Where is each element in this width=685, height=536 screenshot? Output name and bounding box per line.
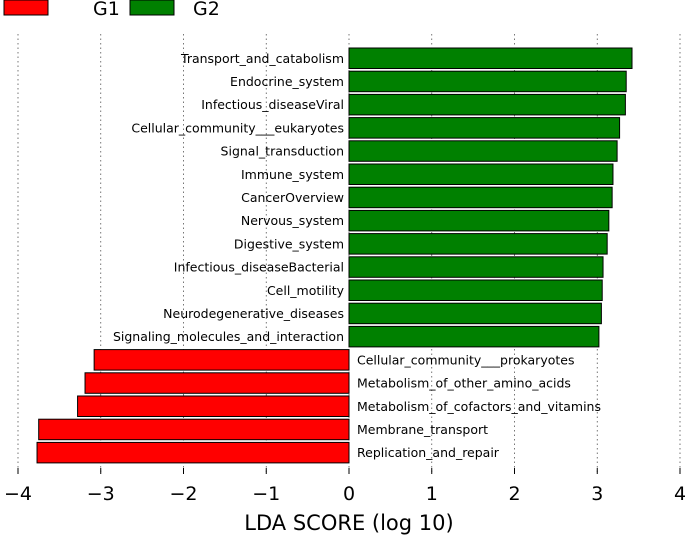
bar-6 [348,186,613,209]
x-axis-title: LDA SCORE (log 10) [244,511,453,535]
bar-label-6: CancerOverview [241,190,344,205]
bar-16 [38,418,350,441]
legend-swatch-g1 [3,0,49,16]
bar-label-9: Infectious_diseaseBacterial [174,260,344,275]
x-tick-label-3: −1 [252,483,280,505]
bar-13 [93,349,350,371]
bar-label-12: Signaling_molecules_and_interaction [113,329,344,344]
bar-0 [348,47,633,69]
x-tick-label-7: 3 [591,483,603,505]
bar-label-0: Transport_and_catabolism [180,51,344,66]
x-tick-label-8: 4 [674,483,685,505]
bar-1 [348,70,627,93]
bar-8 [348,233,608,255]
x-tick-label-5: 1 [426,483,438,505]
bar-label-11: Neurodegenerative_diseases [163,306,344,321]
x-tick-label-0: −4 [4,483,32,505]
x-tick-label-2: −2 [169,483,197,505]
bar-17 [36,441,350,464]
bar-label-13: Cellular_community___prokaryotes [357,352,574,367]
legend: G1 G2 [3,0,220,20]
bar-label-14: Metabolism_of_other_amino_acids [357,376,571,391]
x-tick-label-4: 0 [343,483,355,505]
bar-label-17: Replication_and_repair [357,445,500,460]
bar-label-1: Endocrine_system [230,74,344,89]
bar-3 [348,117,621,139]
bar-4 [348,140,618,162]
x-tick-label-6: 2 [508,483,520,505]
bar-5 [348,163,614,185]
bar-label-2: Infectious_diseaseViral [201,97,344,112]
bar-label-15: Metabolism_of_cofactors_and_vitamins [357,399,601,414]
bar-label-4: Signal_transduction [221,144,344,159]
bar-9 [348,256,604,278]
bars: Transport_and_catabolism Endocrine_system… [36,47,633,464]
bar-label-16: Membrane_transport [357,422,488,437]
bar-14 [84,372,350,394]
x-tick-label-1: −3 [87,483,115,505]
bar-10 [348,279,603,301]
bar-label-5: Immune_system [241,167,344,182]
x-axis: −4 −3 −2 −1 0 1 2 3 4 [4,468,685,505]
legend-label-g1: G1 [93,0,120,20]
bar-label-7: Nervous_system [241,213,344,228]
bar-7 [348,209,610,232]
bar-12 [348,325,600,348]
bar-label-10: Cell_motility [267,283,345,298]
bar-15 [77,395,350,417]
bar-2 [348,93,626,116]
bar-11 [348,302,602,325]
legend-label-g2: G2 [193,0,220,20]
bar-label-3: Cellular_community___eukaryotes [131,120,344,135]
legend-swatch-g2 [129,0,175,16]
bar-label-8: Digestive_system [234,236,344,251]
